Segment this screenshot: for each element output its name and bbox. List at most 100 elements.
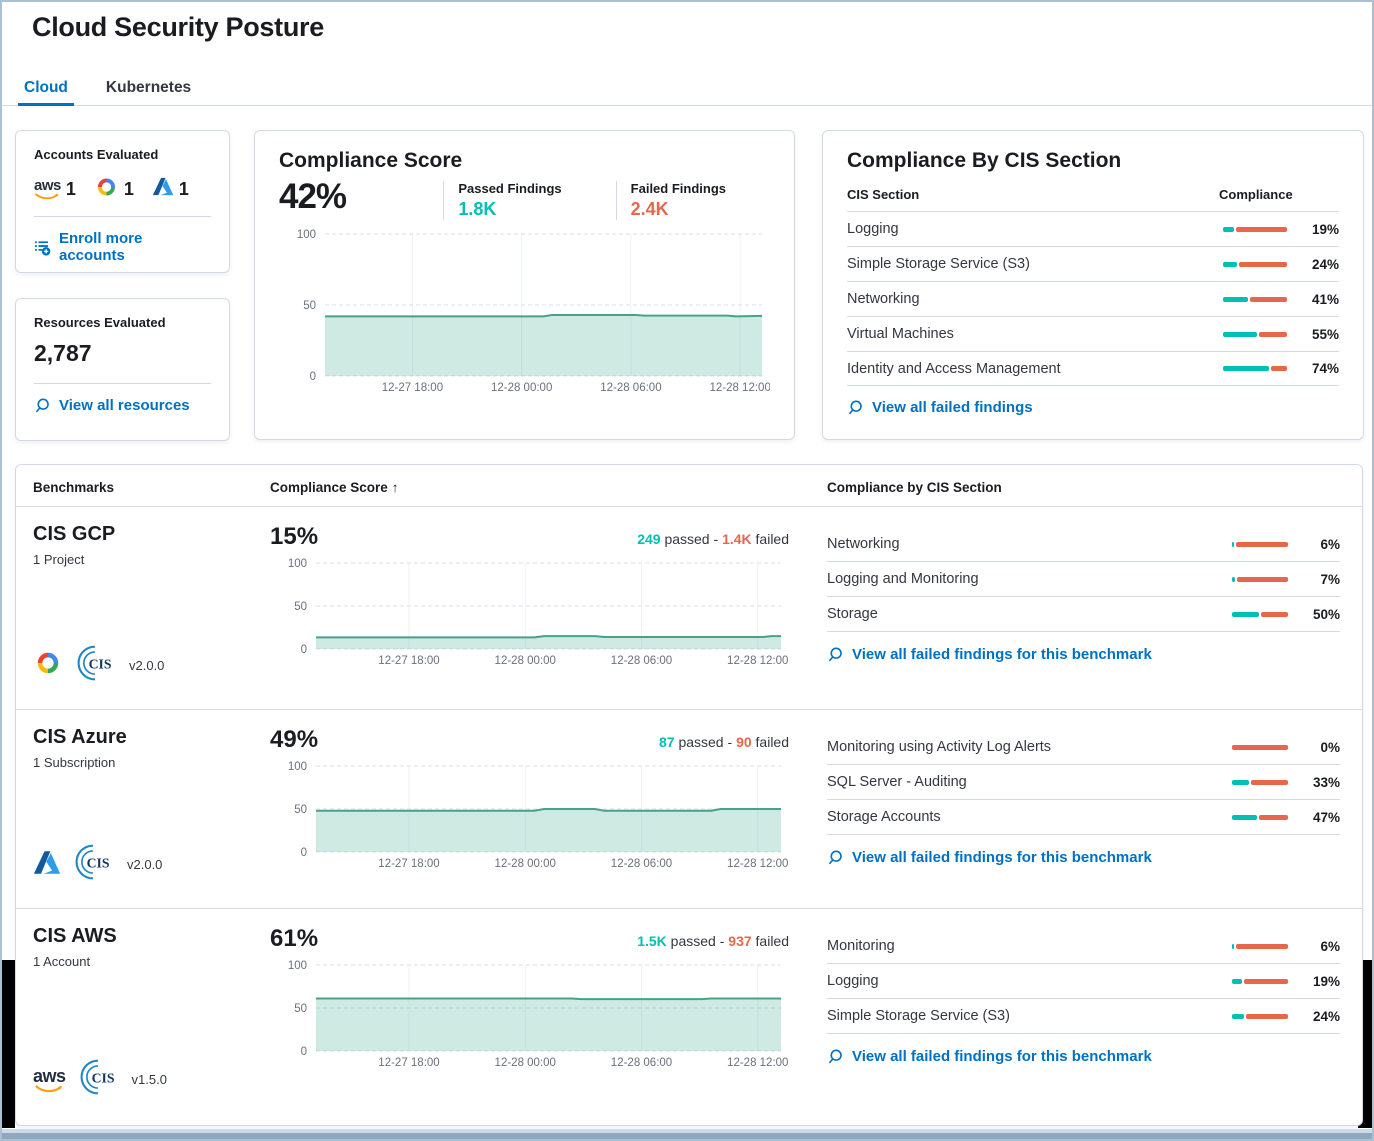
svg-text:12-28 06:00: 12-28 06:00 xyxy=(611,1057,672,1069)
view-all-failed-findings-link[interactable]: View all failed findings xyxy=(847,399,1339,416)
table-row: Monitoring using Activity Log Alerts 0% xyxy=(827,730,1340,765)
compliance-bar xyxy=(1232,814,1288,820)
view-failed-findings-benchmark-link[interactable]: View all failed findings for this benchm… xyxy=(827,1048,1340,1065)
view-failed-findings-benchmark-link[interactable]: View all failed findings for this benchm… xyxy=(827,646,1340,663)
compliance-score-title: Compliance Score xyxy=(279,149,463,172)
svg-text:100: 100 xyxy=(288,761,307,773)
sort-ascending-icon: ↑ xyxy=(391,480,399,495)
passed-failed-summary: 1.5K passed - 937 failed xyxy=(637,933,789,949)
search-icon xyxy=(829,1049,842,1064)
benchmark-trend-chart: 0 50 100 12-27 18:00 12-28 00:00 12-28 06:00 1… xyxy=(270,760,789,872)
search-icon xyxy=(829,647,842,662)
aws-account-count: aws 1 xyxy=(34,177,76,200)
compliance-score-column-header[interactable]: Compliance Score ↑ xyxy=(270,480,399,495)
cis-logo-icon: CIS xyxy=(77,644,115,687)
failed-findings-stat: Failed Findings 2.4K xyxy=(615,181,726,220)
svg-text:12-28 00:00: 12-28 00:00 xyxy=(495,655,556,667)
table-row: Storage Accounts 47% xyxy=(827,800,1340,835)
benchmarks-column-header: Benchmarks xyxy=(33,480,115,495)
svg-text:12-27 18:00: 12-27 18:00 xyxy=(378,1057,439,1069)
svg-text:50: 50 xyxy=(294,601,307,613)
svg-text:12-28 12:00: 12-28 12:00 xyxy=(727,655,788,667)
table-row: Simple Storage Service (S3) 24% xyxy=(847,246,1339,281)
svg-text:12-28 00:00: 12-28 00:00 xyxy=(495,858,556,870)
svg-text:0: 0 xyxy=(301,1046,307,1058)
accounts-evaluated-card: Accounts Evaluated aws 1 1 xyxy=(15,130,230,273)
benchmark-scope: 1 Subscription xyxy=(33,755,116,770)
azure-icon xyxy=(152,177,174,201)
compliance-score-summary: 42% Passed Findings 1.8K Failed Findings… xyxy=(279,177,770,220)
failed-findings-value: 2.4K xyxy=(630,199,669,219)
benchmark-name: CIS GCP xyxy=(33,523,116,545)
compliance-bar xyxy=(1223,296,1287,302)
benchmark-row-cis-azure: CIS Azure 1 Subscription CIS xyxy=(16,709,1362,908)
benchmark-version: v2.0.0 xyxy=(127,857,163,872)
benchmark-row-cis-aws: CIS AWS 1 Account aws CIS v1.5.0 xyxy=(16,908,1362,1123)
benchmark-version: v2.0.0 xyxy=(129,658,165,673)
compliance-bar xyxy=(1232,744,1288,750)
benchmark-score: 15% xyxy=(270,523,319,550)
benchmarks-table-header: Benchmarks Compliance Score ↑ Compliance … xyxy=(16,465,1362,507)
benchmark-score: 61% xyxy=(270,925,319,952)
cis-logo-icon: CIS xyxy=(80,1058,118,1101)
compliance-bar xyxy=(1232,541,1288,547)
compliance-bar xyxy=(1232,943,1288,949)
tab-kubernetes[interactable]: Kubernetes xyxy=(105,79,192,96)
svg-text:100: 100 xyxy=(297,229,316,241)
compliance-by-cis-section-card: Compliance By CIS Section CIS Section Co… xyxy=(822,130,1364,440)
table-row: Storage 50% xyxy=(827,597,1340,632)
cis-section-column-header: CIS Section xyxy=(847,187,920,202)
enroll-more-accounts-link[interactable]: Enroll more accounts xyxy=(34,230,211,264)
svg-text:CIS: CIS xyxy=(91,1070,114,1085)
compliance-bar xyxy=(1223,331,1287,337)
view-all-resources-link[interactable]: View all resources xyxy=(34,397,211,414)
table-row: SQL Server - Auditing 33% xyxy=(827,765,1340,800)
svg-text:CIS: CIS xyxy=(89,656,112,671)
benchmark-name: CIS AWS xyxy=(33,925,117,947)
search-icon xyxy=(849,400,862,415)
compliance-bar xyxy=(1232,611,1288,617)
aws-icon: aws xyxy=(33,1067,66,1093)
tab-cloud[interactable]: Cloud xyxy=(18,70,74,106)
findings-stats: Passed Findings 1.8K Failed Findings 2.4… xyxy=(443,181,770,220)
compliance-bar xyxy=(1223,226,1287,232)
benchmark-trend-chart: 0 50 100 12-27 18:00 12-28 00:00 12-28 06:00 1… xyxy=(270,557,789,669)
svg-text:100: 100 xyxy=(288,558,307,570)
compliance-bar xyxy=(1232,779,1288,785)
compliance-score-trend-chart: 0 50 100 12-27 18:00 12-28 00:00 12-28 06:00 1… xyxy=(279,228,771,396)
cis-table-header: CIS Section Compliance xyxy=(847,187,1339,211)
cis-sections-column-header: Compliance by CIS Section xyxy=(827,480,1002,495)
passed-findings-value: 1.8K xyxy=(458,199,497,219)
view-failed-findings-benchmark-link[interactable]: View all failed findings for this benchm… xyxy=(827,849,1340,866)
svg-text:12-28 06:00: 12-28 06:00 xyxy=(611,858,672,870)
accounts-card-divider xyxy=(34,216,211,217)
passed-findings-label: Passed Findings xyxy=(458,181,562,196)
table-row: Networking 41% xyxy=(847,281,1339,316)
passed-failed-summary: 249 passed - 1.4K failed xyxy=(637,531,789,547)
search-icon xyxy=(36,398,49,413)
svg-text:0: 0 xyxy=(310,371,316,383)
benchmark-scope: 1 Account xyxy=(33,954,91,969)
aws-icon: aws xyxy=(34,178,61,200)
benchmark-scope: 1 Project xyxy=(33,552,85,567)
azure-icon xyxy=(33,850,61,880)
search-icon xyxy=(829,850,842,865)
svg-text:12-28 00:00: 12-28 00:00 xyxy=(495,1057,556,1069)
compliance-score-value: 42% xyxy=(279,177,347,216)
svg-text:12-28 00:00: 12-28 00:00 xyxy=(491,382,552,394)
view-all-resources-label: View all resources xyxy=(59,397,190,414)
svg-text:50: 50 xyxy=(294,804,307,816)
gcp-account-count: 1 xyxy=(94,176,134,203)
page-title: Cloud Security Posture xyxy=(32,12,324,42)
compliance-bar xyxy=(1223,261,1287,267)
table-row: Identity and Access Management 74% xyxy=(847,351,1339,386)
svg-text:12-28 06:00: 12-28 06:00 xyxy=(611,655,672,667)
tabs-divider xyxy=(2,105,1372,106)
svg-text:12-28 12:00: 12-28 12:00 xyxy=(727,858,788,870)
gcp-icon xyxy=(33,650,63,681)
compliance-bar xyxy=(1232,1013,1288,1019)
compliance-bar xyxy=(1223,366,1287,371)
table-row: Monitoring 6% xyxy=(827,929,1340,964)
provider-counts: aws 1 1 xyxy=(34,174,211,204)
